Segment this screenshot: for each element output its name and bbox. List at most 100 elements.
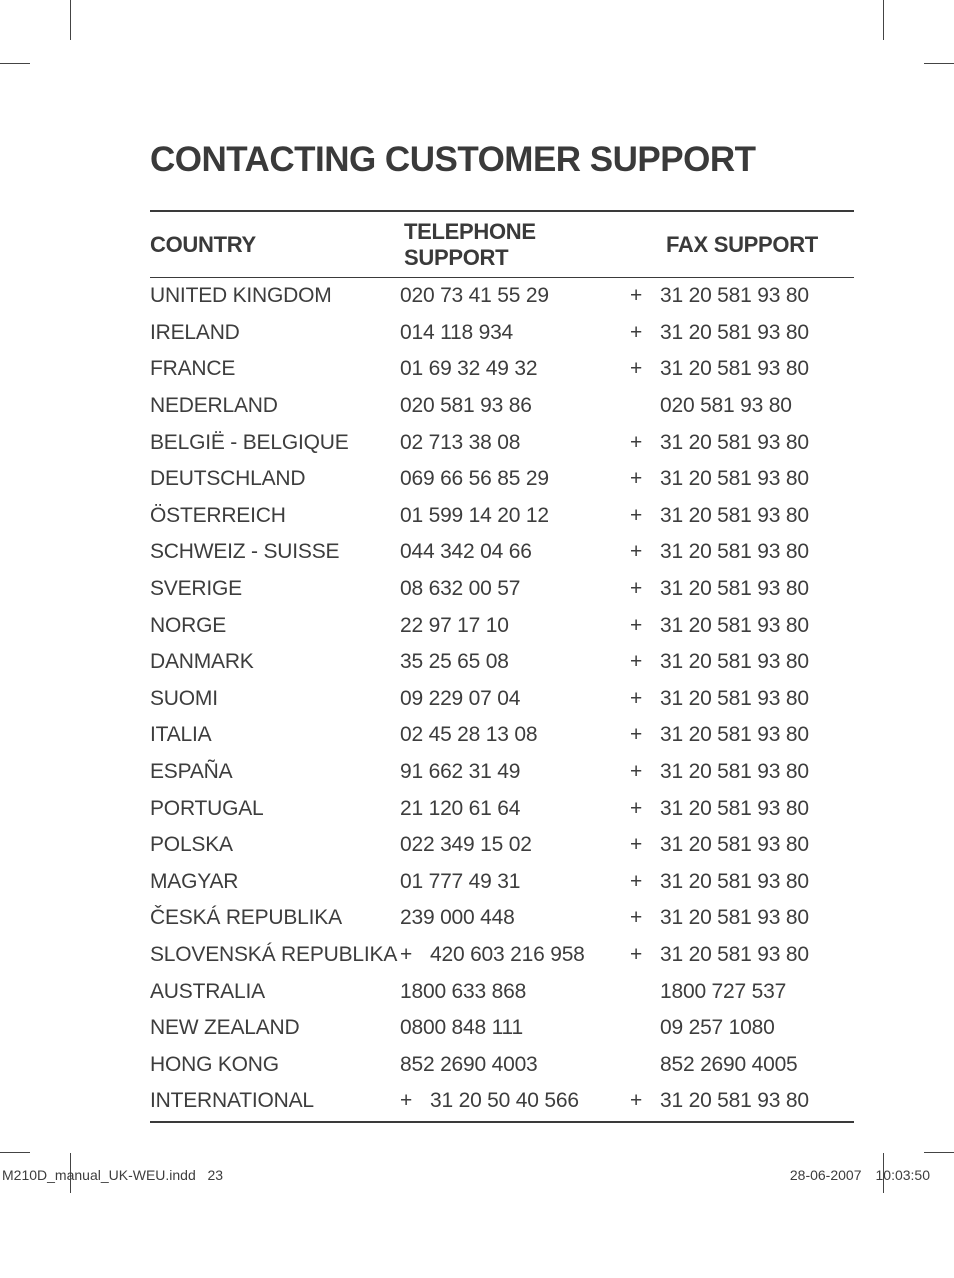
print-footer: M210D_manual_UK-WEU.indd 23 28-06-2007 1… [0,1167,954,1183]
cell-fax: +31 20 581 93 80 [630,571,854,608]
cell-fax: +31 20 581 93 80 [630,681,854,718]
manual-page: CONTACTING CUSTOMER SUPPORT COUNTRY TELE… [0,0,954,1278]
cell-phone: 02 713 38 08 [400,424,630,461]
cell-fax: +31 20 581 93 80 [630,790,854,827]
cell-phone: 020 581 93 86 [400,388,630,425]
cell-fax: +31 20 581 93 80 [630,461,854,498]
cell-country: BELGIË - BELGIQUE [150,424,400,461]
cell-phone: 21 120 61 64 [400,790,630,827]
table-row: NEDERLAND020 581 93 86020 581 93 80 [150,388,854,425]
cell-country: ÖSTERREICH [150,498,400,535]
cell-phone: 014 118 934 [400,315,630,352]
header-country: COUNTRY [150,211,400,278]
cell-country: SUOMI [150,681,400,718]
footer-datetime: 28-06-2007 10:03:50 [790,1167,930,1183]
cell-country: NORGE [150,607,400,644]
cell-fax: 1800 727 537 [630,973,854,1010]
cell-country: ESPAÑA [150,754,400,791]
table-row: IRELAND014 118 934+31 20 581 93 80 [150,315,854,352]
cell-fax: +31 20 581 93 80 [630,754,854,791]
footer-file: M210D_manual_UK-WEU.indd 23 [0,1167,223,1183]
cell-phone: 852 2690 4003 [400,1046,630,1083]
cell-fax: 852 2690 4005 [630,1046,854,1083]
cell-country: FRANCE [150,351,400,388]
table-row: DANMARK35 25 65 08+31 20 581 93 80 [150,644,854,681]
header-fax: FAX SUPPORT [630,211,854,278]
table-row: MAGYAR01 777 49 31+31 20 581 93 80 [150,864,854,901]
footer-date: 28-06-2007 [790,1167,862,1183]
cell-fax: +31 20 581 93 80 [630,717,854,754]
cell-fax: +31 20 581 93 80 [630,278,854,315]
table-row: FRANCE01 69 32 49 32+31 20 581 93 80 [150,351,854,388]
cell-country: HONG KONG [150,1046,400,1083]
cell-country: ITALIA [150,717,400,754]
table-row: POLSKA022 349 15 02+31 20 581 93 80 [150,827,854,864]
cell-phone: 08 632 00 57 [400,571,630,608]
footer-filename: M210D_manual_UK-WEU.indd [2,1167,196,1183]
cell-country: ČESKÁ REPUBLIKA [150,900,400,937]
cell-country: UNITED KINGDOM [150,278,400,315]
table-row: SUOMI09 229 07 04+31 20 581 93 80 [150,681,854,718]
cell-phone: 01 69 32 49 32 [400,351,630,388]
cell-phone: 020 73 41 55 29 [400,278,630,315]
crop-mark [0,63,30,64]
support-table: COUNTRY TELEPHONE SUPPORT FAX SUPPORT UN… [150,210,854,1123]
cell-country: SVERIGE [150,571,400,608]
cell-fax: 09 257 1080 [630,1010,854,1047]
crop-mark [883,0,884,40]
crop-mark [0,1152,30,1153]
cell-country: IRELAND [150,315,400,352]
table-row: HONG KONG852 2690 4003852 2690 4005 [150,1046,854,1083]
table-body: UNITED KINGDOM020 73 41 55 29+31 20 581 … [150,278,854,1123]
cell-phone: 069 66 56 85 29 [400,461,630,498]
cell-fax: +31 20 581 93 80 [630,351,854,388]
cell-fax: +31 20 581 93 80 [630,900,854,937]
cell-fax: +31 20 581 93 80 [630,864,854,901]
cell-fax: +31 20 581 93 80 [630,498,854,535]
cell-country: SLOVENSKÁ REPUBLIKA [150,937,400,974]
table-row: UNITED KINGDOM020 73 41 55 29+31 20 581 … [150,278,854,315]
table-row: INTERNATIONAL+31 20 50 40 566+31 20 581 … [150,1083,854,1122]
cell-phone: +420 603 216 958 [400,937,630,974]
table-row: ESPAÑA91 662 31 49+31 20 581 93 80 [150,754,854,791]
cell-phone: 22 97 17 10 [400,607,630,644]
table-row: AUSTRALIA1800 633 8681800 727 537 [150,973,854,1010]
cell-phone: 91 662 31 49 [400,754,630,791]
cell-phone: +31 20 50 40 566 [400,1083,630,1122]
cell-phone: 0800 848 111 [400,1010,630,1047]
cell-phone: 239 000 448 [400,900,630,937]
cell-country: SCHWEIZ - SUISSE [150,534,400,571]
cell-phone: 35 25 65 08 [400,644,630,681]
cell-country: DEUTSCHLAND [150,461,400,498]
cell-country: AUSTRALIA [150,973,400,1010]
table-row: NORGE22 97 17 10+31 20 581 93 80 [150,607,854,644]
cell-country: MAGYAR [150,864,400,901]
table-row: ČESKÁ REPUBLIKA239 000 448+31 20 581 93 … [150,900,854,937]
table-row: DEUTSCHLAND069 66 56 85 29+31 20 581 93 … [150,461,854,498]
cell-country: PORTUGAL [150,790,400,827]
table-row: ÖSTERREICH01 599 14 20 12+31 20 581 93 8… [150,498,854,535]
cell-fax: +31 20 581 93 80 [630,534,854,571]
cell-country: NEW ZEALAND [150,1010,400,1047]
cell-country: NEDERLAND [150,388,400,425]
cell-fax: +31 20 581 93 80 [630,644,854,681]
cell-fax: +31 20 581 93 80 [630,827,854,864]
table-row: SVERIGE08 632 00 57+31 20 581 93 80 [150,571,854,608]
table-header-row: COUNTRY TELEPHONE SUPPORT FAX SUPPORT [150,211,854,278]
table-row: ITALIA02 45 28 13 08+31 20 581 93 80 [150,717,854,754]
cell-fax: +31 20 581 93 80 [630,315,854,352]
table-row: SLOVENSKÁ REPUBLIKA+420 603 216 958+31 2… [150,937,854,974]
cell-phone: 1800 633 868 [400,973,630,1010]
table-row: NEW ZEALAND0800 848 11109 257 1080 [150,1010,854,1047]
cell-fax: +31 20 581 93 80 [630,607,854,644]
table-row: SCHWEIZ - SUISSE044 342 04 66+31 20 581 … [150,534,854,571]
crop-mark [924,63,954,64]
cell-fax: +31 20 581 93 80 [630,424,854,461]
table-row: PORTUGAL21 120 61 64+31 20 581 93 80 [150,790,854,827]
cell-country: INTERNATIONAL [150,1083,400,1122]
cell-phone: 02 45 28 13 08 [400,717,630,754]
header-phone: TELEPHONE SUPPORT [400,211,630,278]
cell-phone: 01 777 49 31 [400,864,630,901]
cell-fax: 020 581 93 80 [630,388,854,425]
cell-phone: 01 599 14 20 12 [400,498,630,535]
